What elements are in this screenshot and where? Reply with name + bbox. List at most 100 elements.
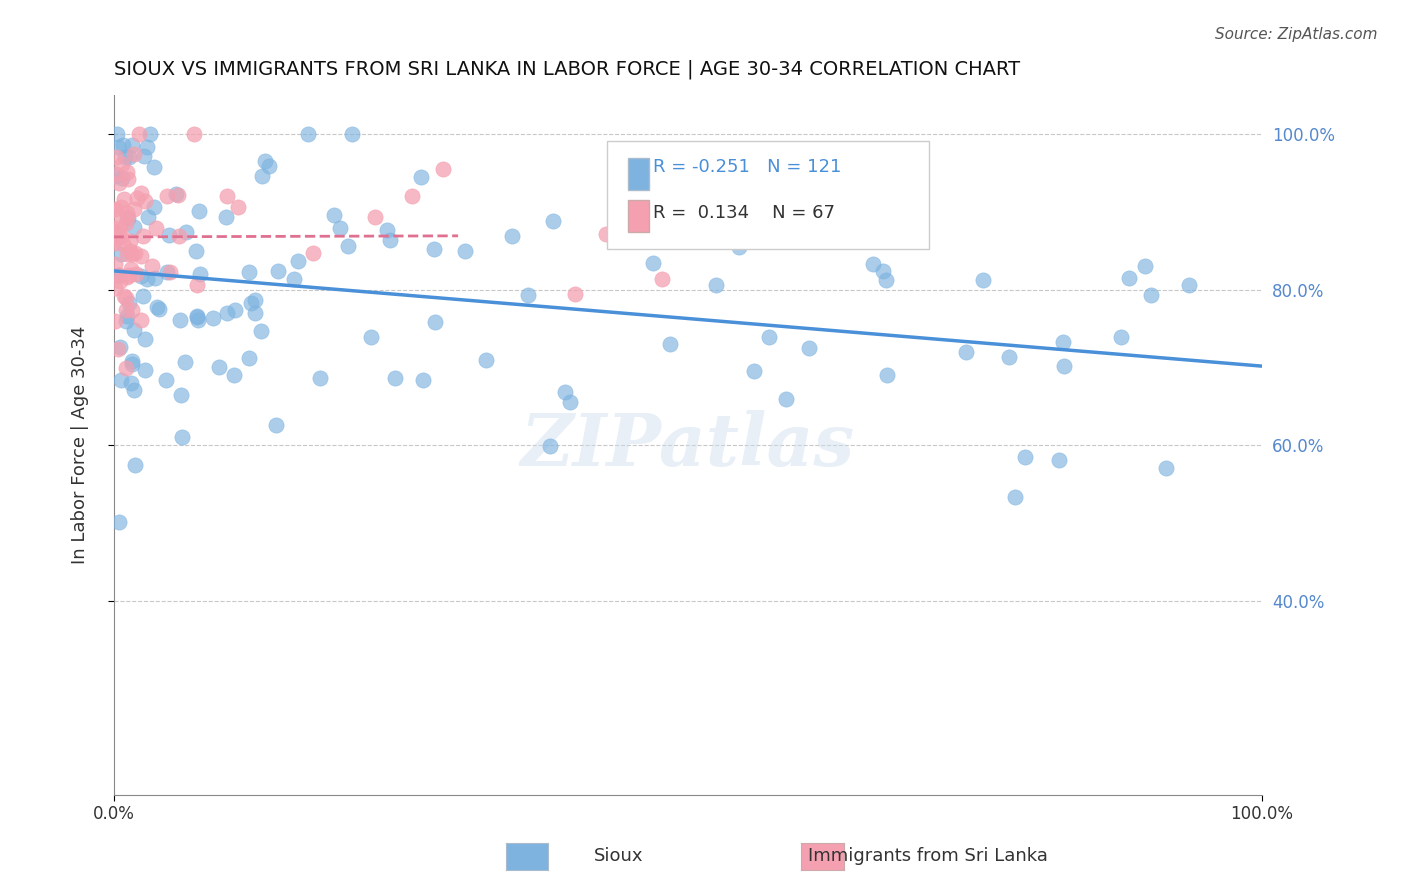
Sioux	[111, 138, 134, 153]
Text: R =  0.134    N = 67: R = 0.134 N = 67	[654, 204, 835, 222]
Immigrants from Sri Lanka	[115, 360, 138, 375]
Sioux	[706, 278, 728, 293]
Sioux	[114, 150, 136, 164]
Sioux	[243, 293, 266, 307]
Immigrants from Sri Lanka	[120, 262, 142, 277]
Sioux	[136, 210, 159, 224]
Sioux	[554, 384, 576, 399]
Immigrants from Sri Lanka	[111, 237, 134, 252]
Immigrants from Sri Lanka	[302, 246, 325, 260]
Sioux	[190, 267, 212, 281]
Sioux	[516, 287, 538, 301]
Immigrants from Sri Lanka	[115, 211, 138, 225]
Sioux	[129, 269, 152, 284]
Immigrants from Sri Lanka	[115, 303, 138, 318]
Text: R = -0.251   N = 121: R = -0.251 N = 121	[654, 159, 842, 177]
Sioux	[454, 244, 477, 259]
Immigrants from Sri Lanka	[117, 206, 139, 220]
Immigrants from Sri Lanka	[115, 247, 138, 261]
Sioux	[165, 187, 187, 202]
Sioux	[323, 208, 346, 222]
Sioux	[215, 210, 238, 224]
Immigrants from Sri Lanka	[104, 232, 127, 246]
Sioux	[107, 140, 129, 154]
Text: SIOUX VS IMMIGRANTS FROM SRI LANKA IN LABOR FORCE | AGE 30-34 CORRELATION CHART: SIOUX VS IMMIGRANTS FROM SRI LANKA IN LA…	[114, 60, 1019, 79]
Immigrants from Sri Lanka	[112, 289, 135, 303]
Sioux	[501, 228, 523, 243]
Sioux	[423, 242, 446, 256]
Sioux	[107, 268, 129, 283]
Bar	[628, 201, 648, 232]
Sioux	[266, 264, 288, 278]
Immigrants from Sri Lanka	[105, 167, 128, 181]
Sioux	[727, 239, 749, 253]
Immigrants from Sri Lanka	[145, 220, 167, 235]
Sioux	[875, 273, 897, 287]
Immigrants from Sri Lanka	[104, 314, 127, 328]
Sioux	[243, 306, 266, 320]
Immigrants from Sri Lanka	[432, 161, 454, 176]
Sioux	[202, 311, 225, 326]
Immigrants from Sri Lanka	[104, 257, 127, 271]
Sioux	[238, 351, 260, 365]
Immigrants from Sri Lanka	[167, 228, 190, 243]
Sioux	[876, 368, 898, 383]
Immigrants from Sri Lanka	[105, 229, 128, 244]
Sioux	[187, 312, 209, 326]
Immigrants from Sri Lanka	[104, 150, 127, 164]
Sioux	[872, 264, 894, 278]
Immigrants from Sri Lanka	[129, 249, 152, 263]
Sioux	[360, 329, 382, 343]
Immigrants from Sri Lanka	[141, 259, 163, 273]
Immigrants from Sri Lanka	[651, 272, 673, 286]
Sioux	[1004, 490, 1026, 504]
Sioux	[742, 364, 765, 378]
Sioux	[118, 296, 141, 310]
Text: ZIPatlas: ZIPatlas	[520, 409, 855, 481]
Sioux	[972, 273, 994, 287]
Sioux	[1047, 452, 1070, 467]
Immigrants from Sri Lanka	[112, 192, 135, 206]
Sioux	[287, 253, 309, 268]
Sioux	[659, 336, 682, 351]
Text: Sioux: Sioux	[593, 847, 644, 865]
Sioux	[120, 376, 142, 391]
Text: Immigrants from Sri Lanka: Immigrants from Sri Lanka	[808, 847, 1047, 865]
Sioux	[257, 160, 280, 174]
Sioux	[110, 247, 132, 261]
Immigrants from Sri Lanka	[595, 227, 617, 241]
Sioux	[1118, 271, 1140, 285]
Sioux	[188, 204, 211, 219]
Sioux	[252, 169, 274, 183]
Sioux	[1014, 450, 1036, 464]
Sioux	[121, 354, 143, 368]
Immigrants from Sri Lanka	[124, 246, 146, 260]
Sioux	[145, 271, 167, 285]
Sioux	[186, 310, 208, 324]
Immigrants from Sri Lanka	[166, 187, 188, 202]
Immigrants from Sri Lanka	[159, 265, 181, 279]
Immigrants from Sri Lanka	[110, 228, 132, 243]
Sioux	[238, 265, 260, 279]
Sioux	[641, 256, 664, 270]
Sioux	[148, 302, 170, 317]
Sioux	[174, 225, 197, 239]
Immigrants from Sri Lanka	[132, 229, 155, 244]
Sioux	[1109, 330, 1132, 344]
Sioux	[222, 368, 245, 383]
Sioux	[283, 272, 305, 286]
Sioux	[250, 325, 273, 339]
Sioux	[114, 314, 136, 328]
Sioux	[412, 374, 434, 388]
Sioux	[170, 388, 193, 402]
Immigrants from Sri Lanka	[104, 204, 127, 219]
Sioux	[138, 128, 160, 142]
Sioux	[425, 315, 447, 329]
Immigrants from Sri Lanka	[129, 186, 152, 201]
Immigrants from Sri Lanka	[121, 247, 143, 261]
Sioux	[775, 392, 797, 406]
Immigrants from Sri Lanka	[122, 202, 145, 217]
Sioux	[122, 220, 145, 235]
Immigrants from Sri Lanka	[121, 303, 143, 318]
Sioux	[475, 352, 498, 367]
